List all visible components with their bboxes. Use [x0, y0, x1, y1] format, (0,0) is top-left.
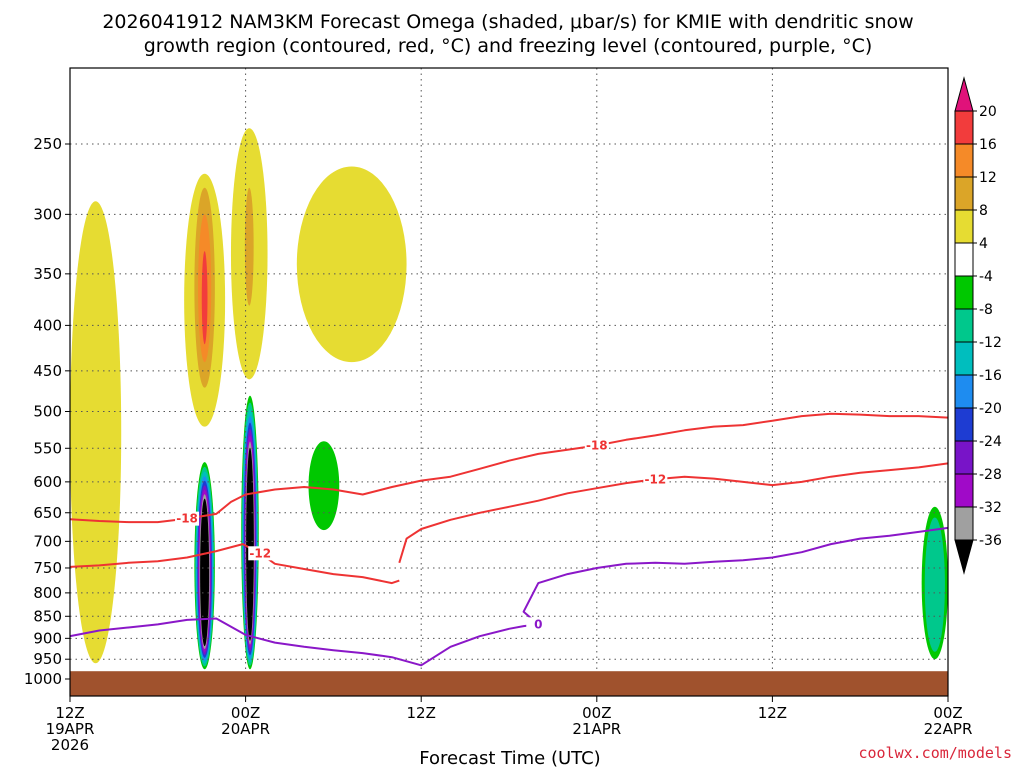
- y-tick-label-550: 550: [33, 439, 62, 457]
- y-tick-label-600: 600: [33, 473, 62, 491]
- y-tick-label-750: 750: [33, 559, 62, 577]
- x-tick-label-12-0: 00Z: [231, 704, 260, 722]
- y-tick-label-300: 300: [33, 205, 62, 223]
- y-tick-label-500: 500: [33, 403, 62, 421]
- colorbar-label-3: 8: [979, 203, 988, 219]
- colorbar-top-arrow: [954, 76, 974, 112]
- colorbar-label-9: -20: [979, 401, 1002, 417]
- y-tick-label-650: 650: [33, 504, 62, 522]
- omega-shade-3: [296, 166, 407, 363]
- colorbar-bin-3: [954, 176, 974, 211]
- y-tick-label-700: 700: [33, 532, 62, 550]
- x-tick-label-60-1: 22APR: [924, 720, 973, 738]
- y-tick-label-850: 850: [33, 607, 62, 625]
- x-tick-label-60-0: 00Z: [933, 704, 962, 722]
- contour-label-0: -18: [586, 438, 608, 452]
- colorbar-label-4: 4: [979, 236, 988, 252]
- contour-label-2: -12: [644, 472, 666, 486]
- y-tick-label-800: 800: [33, 584, 62, 602]
- colorbar-bin-11: [954, 440, 974, 475]
- contour-label-4: 0: [534, 617, 542, 631]
- colorbar-label-5: -4: [979, 269, 993, 285]
- y-tick-label-400: 400: [33, 316, 62, 334]
- terrain-ground: [70, 671, 948, 696]
- contour-label-3: -12: [249, 546, 271, 560]
- colorbar-bin-13: [954, 506, 974, 541]
- colorbar-bin-6: [954, 275, 974, 310]
- colorbar-label-6: -8: [979, 302, 993, 318]
- contour-label-bg-2: [643, 472, 668, 487]
- contour-line-1: [70, 493, 247, 524]
- colorbar-label-2: 12: [979, 170, 997, 186]
- x-tick-label-0-1: 19APR: [46, 720, 95, 738]
- x-tick-label-24-0: 12Z: [407, 704, 436, 722]
- colorbar-bin-1: [954, 110, 974, 145]
- colorbar-label-12: -32: [979, 500, 1002, 516]
- omega-shade-7-ring-1: [924, 517, 945, 652]
- colorbar-bin-12: [954, 473, 974, 508]
- omega-shade-6-ring-0: [308, 441, 340, 531]
- contour-line-2: [398, 462, 948, 564]
- y-tick-label-900: 900: [33, 629, 62, 647]
- contour-label-1: -18: [176, 512, 198, 526]
- contour-label-bg-3: [248, 546, 273, 561]
- chart-title-line-2: growth region (contoured, red, °C) and f…: [144, 35, 873, 57]
- colorbar-label-13: -36: [979, 533, 1002, 549]
- x-tick-label-36-1: 21APR: [572, 720, 621, 738]
- colorbar-bin-4: [954, 209, 974, 244]
- contour-line-3: [70, 543, 400, 585]
- plot-frame: [69, 67, 949, 697]
- colorbar-bin-5: [954, 242, 974, 277]
- x-tick-label-0-0: 12Z: [55, 704, 84, 722]
- x-axis-label: Forecast Time (UTC): [419, 748, 600, 768]
- contour-label-bg-1: [175, 511, 200, 526]
- credit-text: coolwx.com/models: [858, 744, 1012, 762]
- omega-shade-2-8: [244, 187, 254, 306]
- omega-shade-0: [70, 201, 122, 664]
- x-tick-label-36-0: 00Z: [582, 704, 611, 722]
- y-tick-label-950: 950: [33, 650, 62, 668]
- x-tick-label-0-2: 2026: [51, 736, 89, 754]
- colorbar-bin-2: [954, 143, 974, 178]
- colorbar-bin-10: [954, 407, 974, 442]
- colorbar-bin-8: [954, 341, 974, 376]
- colorbar-label-7: -12: [979, 335, 1002, 351]
- chart-title-line-1: 2026041912 NAM3KM Forecast Omega (shaded…: [102, 11, 913, 33]
- colorbar-label-10: -24: [979, 434, 1002, 450]
- colorbar-bottom-arrow: [954, 539, 974, 575]
- colorbar-label-1: 16: [979, 137, 997, 153]
- contour-label-bg-0: [584, 438, 609, 453]
- colorbar-bin-9: [954, 374, 974, 409]
- omega-shade-1-16: [201, 251, 208, 345]
- y-tick-label-1000: 1000: [24, 670, 62, 688]
- colorbar-bin-7: [954, 308, 974, 343]
- y-tick-label-350: 350: [33, 265, 62, 283]
- colorbar-label-11: -28: [979, 467, 1002, 483]
- omega-shade-5-ring-8: [246, 447, 254, 641]
- y-tick-label-450: 450: [33, 362, 62, 380]
- omega-shade-4-ring-8: [200, 498, 210, 647]
- y-tick-label-250: 250: [33, 135, 62, 153]
- x-tick-label-12-1: 20APR: [221, 720, 270, 738]
- contour-label-bg-4: [526, 617, 551, 632]
- colorbar-label-0: 20: [979, 104, 997, 120]
- colorbar-label-8: -16: [979, 368, 1002, 384]
- x-tick-label-48-0: 12Z: [758, 704, 787, 722]
